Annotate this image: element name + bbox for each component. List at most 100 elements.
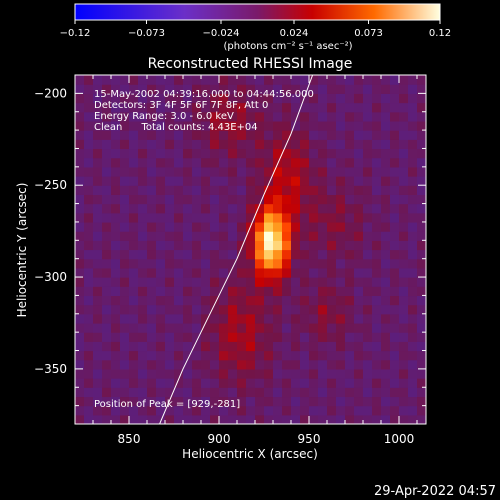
heatmap-cell bbox=[120, 286, 130, 297]
heatmap-cell bbox=[111, 102, 121, 113]
heatmap-cell bbox=[309, 203, 319, 214]
heatmap-cell bbox=[228, 304, 238, 315]
heatmap-cell bbox=[201, 295, 211, 306]
heatmap-cell bbox=[309, 185, 319, 195]
heatmap-cell bbox=[165, 295, 175, 306]
heatmap-cell bbox=[399, 322, 409, 333]
heatmap-cell bbox=[228, 240, 238, 251]
heatmap-cell bbox=[147, 249, 157, 260]
heatmap-cell bbox=[147, 304, 157, 315]
heatmap-cell bbox=[417, 414, 426, 424]
heatmap-cell bbox=[129, 185, 139, 195]
heatmap-cell bbox=[237, 139, 247, 150]
heatmap-cell bbox=[174, 341, 184, 352]
heatmap-cell bbox=[417, 267, 426, 278]
heatmap-cell bbox=[282, 231, 292, 241]
heatmap-cell bbox=[84, 203, 94, 214]
heatmap-cell bbox=[282, 368, 292, 379]
heatmap-cell bbox=[165, 166, 175, 177]
heatmap-cell bbox=[264, 332, 274, 342]
heatmap-cell bbox=[354, 240, 364, 251]
heatmap-cell bbox=[228, 295, 238, 306]
heatmap-cell bbox=[237, 157, 247, 168]
heatmap-cell bbox=[354, 203, 364, 214]
heatmap-cell bbox=[273, 258, 283, 269]
heatmap-cell bbox=[318, 341, 328, 352]
heatmap-cell bbox=[147, 93, 157, 104]
heatmap-cell bbox=[318, 267, 328, 278]
heatmap-cell bbox=[390, 350, 400, 361]
heatmap-cell bbox=[372, 368, 382, 379]
heatmap-cell bbox=[183, 176, 193, 186]
heatmap-cell bbox=[300, 102, 310, 113]
heatmap-cell bbox=[165, 203, 175, 214]
heatmap-cell bbox=[282, 221, 292, 232]
heatmap-cell bbox=[84, 212, 94, 223]
heatmap-cell bbox=[210, 102, 220, 113]
heatmap-cell bbox=[192, 120, 202, 131]
heatmap-cell bbox=[372, 359, 382, 370]
heatmap-cell bbox=[75, 111, 85, 122]
heatmap-cell bbox=[147, 258, 157, 269]
heatmap-cell bbox=[120, 231, 130, 241]
heatmap-cell bbox=[381, 176, 391, 186]
heatmap-cell bbox=[201, 185, 211, 195]
heatmap-cell bbox=[354, 120, 364, 131]
heatmap-cell bbox=[246, 249, 256, 260]
heatmap-cell bbox=[120, 258, 130, 269]
heatmap-cell bbox=[363, 120, 373, 131]
heatmap-cell bbox=[336, 414, 346, 424]
heatmap-cell bbox=[75, 267, 85, 278]
heatmap-cell bbox=[327, 231, 337, 241]
heatmap-cell bbox=[111, 267, 121, 278]
heatmap-cell bbox=[291, 304, 301, 315]
heatmap-cell bbox=[417, 304, 426, 315]
heatmap-cell bbox=[318, 396, 328, 407]
heatmap-cell bbox=[156, 221, 166, 232]
heatmap-cell bbox=[93, 249, 103, 260]
heatmap-cell bbox=[201, 75, 211, 85]
heatmap-cell bbox=[318, 203, 328, 214]
heatmap-cell bbox=[219, 111, 229, 122]
heatmap-cell bbox=[120, 194, 130, 205]
heatmap-cell bbox=[84, 240, 94, 251]
heatmap-cell bbox=[309, 258, 319, 269]
heatmap-cell bbox=[120, 166, 130, 177]
heatmap-cell bbox=[345, 332, 355, 342]
heatmap-cell bbox=[282, 203, 292, 214]
heatmap-cell bbox=[336, 194, 346, 205]
heatmap-cell bbox=[255, 267, 265, 278]
heatmap-cell bbox=[129, 240, 139, 251]
heatmap-cell bbox=[183, 139, 193, 150]
heatmap-cell bbox=[219, 139, 229, 150]
heatmap-cell bbox=[237, 313, 247, 324]
heatmap-cell bbox=[219, 148, 229, 159]
heatmap-cell bbox=[264, 139, 274, 150]
heatmap-cell bbox=[318, 304, 328, 315]
heatmap-cell bbox=[111, 368, 121, 379]
heatmap-cell bbox=[318, 221, 328, 232]
heatmap-cell bbox=[120, 304, 130, 315]
heatmap-cell bbox=[390, 139, 400, 150]
heatmap-cell bbox=[165, 240, 175, 251]
heatmap-cell bbox=[273, 111, 283, 122]
heatmap-cell bbox=[183, 405, 193, 416]
heatmap-cell bbox=[363, 277, 373, 287]
heatmap-cell bbox=[309, 148, 319, 159]
heatmap-cell bbox=[399, 295, 409, 306]
heatmap-cell bbox=[255, 212, 265, 223]
heatmap-cell bbox=[192, 102, 202, 113]
heatmap-cell bbox=[183, 304, 193, 315]
heatmap-cell bbox=[174, 148, 184, 159]
heatmap-cell bbox=[210, 378, 220, 388]
heatmap-cell bbox=[372, 75, 382, 85]
heatmap-cell bbox=[417, 332, 426, 342]
heatmap-cell bbox=[336, 166, 346, 177]
heatmap-cell bbox=[282, 102, 292, 113]
heatmap-cell bbox=[417, 139, 426, 150]
heatmap-cell bbox=[111, 93, 121, 104]
heatmap-cell bbox=[417, 212, 426, 223]
heatmap-cell bbox=[381, 405, 391, 416]
heatmap-cell bbox=[345, 176, 355, 186]
heatmap-cell bbox=[264, 102, 274, 113]
